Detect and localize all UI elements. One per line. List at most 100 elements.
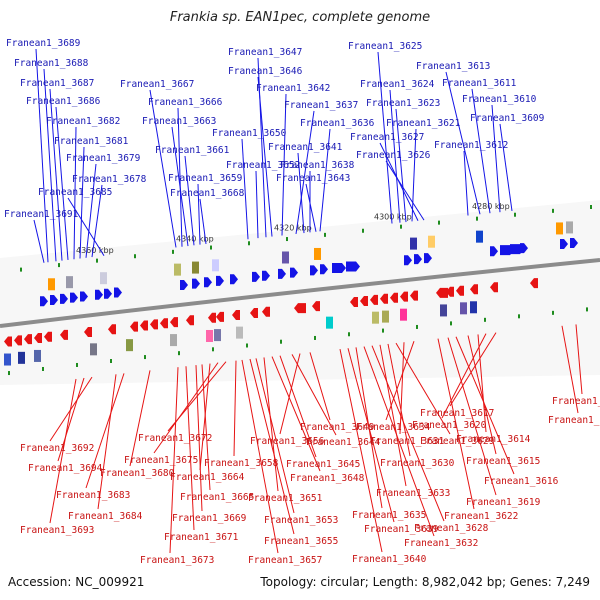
feature-box-bottom — [470, 301, 477, 314]
leader-line-top — [319, 128, 331, 232]
feature-box-top — [314, 247, 321, 260]
leader-line-top — [85, 163, 97, 258]
leader-line-top — [471, 88, 491, 214]
scale-mark-label: 4300 kbp — [374, 212, 412, 221]
leader-line-bottom — [49, 378, 77, 524]
leader-line-top — [91, 184, 103, 258]
gene-label-bottom: Franean1_3694 — [28, 463, 103, 474]
leader-line-bottom — [169, 367, 179, 554]
gene-label-top: Franean1_3685 — [38, 187, 112, 198]
leader-line-bottom — [195, 365, 203, 512]
leader-line-bottom — [129, 370, 151, 467]
gene-label-bottom: Franean1_3693 — [20, 525, 94, 536]
gene-label-bottom: Franean1_3669 — [172, 513, 247, 524]
leader-line-top — [377, 51, 393, 224]
tick-mark-top — [20, 267, 22, 272]
reverse-gene-arrow — [530, 278, 538, 289]
leader-line-bottom — [249, 358, 295, 535]
leader-line-top — [257, 76, 273, 237]
gene-label-bottom: Franean1_3665 — [180, 492, 254, 503]
scale-mark-label: 4340 kbp — [176, 234, 214, 243]
tick-mark-bottom — [416, 324, 418, 329]
feature-box-bottom — [236, 326, 243, 339]
reverse-gene-arrow — [44, 331, 52, 342]
gene-label-bottom: Franean1_3622 — [444, 511, 518, 522]
forward-gene-arrow — [216, 275, 224, 286]
leader-line-bottom — [363, 346, 435, 537]
gene-label-bottom: Franean1_3615 — [466, 456, 540, 467]
leader-line-top — [79, 146, 85, 259]
reverse-gene-arrow — [250, 308, 258, 319]
reverse-gene-arrow — [370, 294, 378, 305]
gene-label-top: Franean1_3686 — [26, 96, 101, 107]
forward-gene-arrow — [570, 238, 578, 249]
forward-gene-arrow — [104, 288, 112, 299]
tick-mark-bottom — [552, 310, 554, 315]
leader-line-bottom — [241, 359, 279, 554]
feature-box-top — [428, 235, 435, 248]
gene-label-top: Franean1_3626 — [356, 150, 431, 161]
reverse-gene-arrow — [294, 303, 306, 314]
feature-box-bottom — [170, 334, 177, 347]
scale-marks: 4360 kbp 4340 kbp 4320 kbp 4300 kbp 4280 kbp — [76, 202, 510, 255]
reverse-gene-arrow — [490, 282, 498, 293]
leader-line-top — [177, 107, 183, 247]
leader-line-bottom — [395, 342, 451, 435]
tick-mark-top — [172, 249, 174, 254]
gene-label-bottom: Franean1_3614 — [456, 434, 531, 445]
gene-label-bottom: Franean1_3639 — [364, 524, 439, 535]
reverse-gene-arrow — [14, 335, 22, 346]
leader-line-bottom — [437, 338, 475, 510]
forward-gene-arrow — [70, 292, 78, 303]
tick-mark-bottom — [212, 347, 214, 352]
feature-box-bottom — [18, 351, 25, 364]
feature-box-top — [410, 237, 417, 250]
accession-text: Accession: NC_009921 — [8, 575, 145, 589]
gene-label-top: Franean1_3688 — [14, 58, 89, 69]
leader-line-bottom — [85, 373, 125, 489]
leader-line-bottom — [447, 337, 497, 496]
leader-line-top — [297, 152, 305, 234]
gene-label-top: Franean1_3625 — [348, 41, 422, 52]
tick-mark-top — [590, 205, 592, 210]
gene-label-top: Franean1_3612 — [434, 140, 508, 151]
gene-label-top: Franean1_3636 — [300, 118, 375, 129]
leader-line-bottom — [233, 360, 237, 457]
leader-line-bottom — [271, 356, 321, 472]
forward-gene-arrow — [320, 264, 328, 275]
forward-gene-arrow — [278, 268, 286, 279]
forward-gene-arrow — [204, 277, 212, 288]
forward-genes — [40, 238, 578, 307]
reverse-gene-arrow — [130, 321, 138, 332]
leader-line-top — [499, 123, 513, 211]
leader-line-top — [445, 71, 481, 215]
feature-box-top — [282, 251, 289, 264]
gene-label-bottom: Franean1_3657 — [248, 555, 322, 566]
reverse-gene-arrow — [4, 336, 12, 347]
gene-label-bottom: Franean1_3635 — [352, 510, 426, 521]
forward-gene-arrow — [490, 246, 498, 257]
gene-label-top: Franean1_3621 — [386, 118, 461, 129]
reverse-gene-arrow — [34, 332, 42, 343]
backbone-line — [0, 258, 600, 328]
feature-box-bottom — [214, 329, 221, 342]
gene-label-bottom: Franean1_3651 — [248, 493, 323, 504]
gene-label-top: Franean1_3641 — [268, 142, 343, 153]
gene-label-top: Franean1_3666 — [148, 97, 223, 108]
forward-gene-arrow — [414, 254, 422, 265]
leader-line-top — [149, 89, 177, 248]
forward-gene-arrow — [230, 274, 238, 285]
reverse-gene-arrow — [170, 317, 178, 328]
leader-line-top — [43, 68, 57, 262]
reverse-genes — [4, 278, 538, 347]
gene-label-top: Franean1_3661 — [155, 145, 230, 156]
gene-label-bottom: Franean1_3656 — [250, 436, 325, 447]
gene-label-bottom: Franean1_3620 — [412, 420, 487, 431]
gene-label-bottom: Franean1_3628 — [414, 523, 489, 534]
gene-label-bottom: Franean1_3673 — [140, 555, 214, 566]
forward-gene-arrow — [50, 295, 58, 306]
forward-gene-arrow — [80, 291, 88, 302]
gene-label-top: Franean1_3679 — [66, 153, 141, 164]
leader-line-top — [295, 110, 315, 235]
leader-line-top — [35, 48, 49, 263]
